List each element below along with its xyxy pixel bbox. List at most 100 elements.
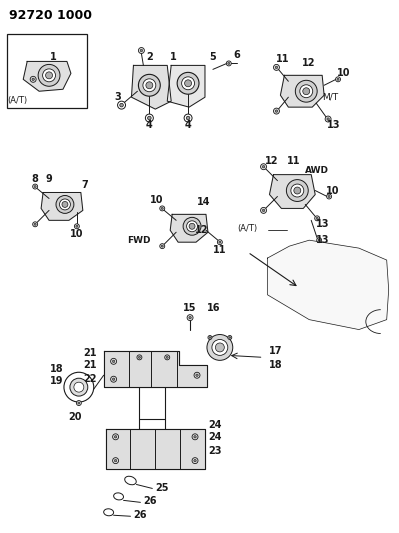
Ellipse shape (45, 72, 53, 79)
Circle shape (194, 435, 196, 438)
Circle shape (160, 244, 165, 248)
Ellipse shape (177, 72, 199, 94)
Ellipse shape (70, 378, 88, 396)
Text: (A/T): (A/T) (237, 224, 258, 233)
Text: 1: 1 (49, 52, 56, 62)
Text: 92720 1000: 92720 1000 (9, 9, 92, 22)
Circle shape (316, 217, 318, 220)
Ellipse shape (125, 477, 136, 484)
Polygon shape (41, 192, 83, 220)
Text: 10: 10 (150, 196, 163, 205)
Polygon shape (104, 351, 207, 387)
Circle shape (138, 47, 144, 53)
Circle shape (77, 385, 81, 389)
Text: M/T: M/T (322, 93, 338, 102)
Ellipse shape (286, 180, 308, 201)
Text: 6: 6 (233, 51, 240, 60)
Ellipse shape (300, 85, 313, 98)
Polygon shape (280, 75, 324, 107)
Text: 26: 26 (134, 510, 147, 520)
Text: 11: 11 (213, 245, 227, 255)
Circle shape (328, 196, 330, 198)
Circle shape (336, 77, 340, 82)
Text: 22: 22 (83, 374, 97, 384)
Circle shape (187, 314, 193, 321)
Ellipse shape (303, 88, 310, 95)
Ellipse shape (56, 196, 74, 213)
Circle shape (165, 355, 170, 360)
Ellipse shape (294, 187, 301, 194)
Ellipse shape (187, 221, 198, 232)
Circle shape (192, 458, 198, 464)
Circle shape (113, 458, 119, 464)
Circle shape (111, 376, 117, 382)
Circle shape (327, 118, 329, 120)
Circle shape (273, 64, 279, 70)
Polygon shape (23, 61, 71, 91)
Circle shape (75, 383, 83, 391)
Text: FWD: FWD (126, 236, 150, 245)
Circle shape (34, 185, 36, 188)
Circle shape (32, 78, 34, 80)
Ellipse shape (59, 199, 70, 210)
Circle shape (192, 434, 198, 440)
Ellipse shape (104, 509, 114, 516)
Circle shape (34, 223, 36, 225)
Circle shape (315, 216, 320, 221)
Circle shape (186, 116, 190, 120)
Circle shape (317, 238, 322, 243)
Circle shape (263, 209, 265, 212)
Circle shape (118, 101, 126, 109)
Circle shape (160, 206, 165, 211)
Text: 13: 13 (327, 120, 341, 130)
Text: 3: 3 (114, 92, 121, 102)
Circle shape (275, 66, 278, 69)
Circle shape (275, 110, 278, 112)
Text: 12: 12 (302, 59, 315, 68)
Circle shape (229, 337, 231, 338)
Text: 14: 14 (197, 197, 211, 207)
Ellipse shape (291, 184, 304, 197)
Circle shape (115, 435, 117, 438)
Ellipse shape (183, 217, 201, 235)
Text: 20: 20 (68, 412, 82, 422)
Text: 4: 4 (146, 120, 153, 130)
Text: 18: 18 (269, 360, 282, 370)
Text: 24: 24 (208, 432, 221, 442)
Bar (7, 34, 87, 108)
Circle shape (33, 222, 38, 227)
Circle shape (194, 372, 200, 378)
Polygon shape (106, 429, 205, 469)
Circle shape (325, 116, 331, 122)
Text: 13: 13 (316, 219, 330, 229)
Text: 24: 24 (208, 420, 221, 430)
Text: 5: 5 (209, 52, 216, 62)
Circle shape (327, 194, 332, 199)
Ellipse shape (212, 340, 228, 356)
Ellipse shape (185, 80, 192, 87)
Ellipse shape (64, 372, 94, 402)
Circle shape (273, 108, 279, 114)
Ellipse shape (189, 223, 195, 229)
Text: 10: 10 (337, 68, 351, 78)
Circle shape (219, 241, 221, 243)
Circle shape (78, 402, 80, 404)
Circle shape (140, 50, 142, 52)
Circle shape (161, 207, 163, 209)
Ellipse shape (182, 77, 195, 90)
Circle shape (120, 103, 123, 107)
Text: 23: 23 (208, 446, 221, 456)
Ellipse shape (38, 64, 60, 86)
Polygon shape (269, 175, 315, 208)
Text: 26: 26 (144, 496, 157, 506)
Circle shape (184, 114, 192, 122)
Ellipse shape (215, 343, 224, 352)
Text: 19: 19 (50, 376, 64, 386)
Circle shape (113, 378, 115, 381)
Ellipse shape (295, 80, 317, 102)
Circle shape (194, 459, 196, 462)
Circle shape (76, 401, 81, 406)
Text: 10: 10 (70, 229, 84, 239)
Ellipse shape (143, 79, 156, 92)
Polygon shape (170, 214, 208, 242)
